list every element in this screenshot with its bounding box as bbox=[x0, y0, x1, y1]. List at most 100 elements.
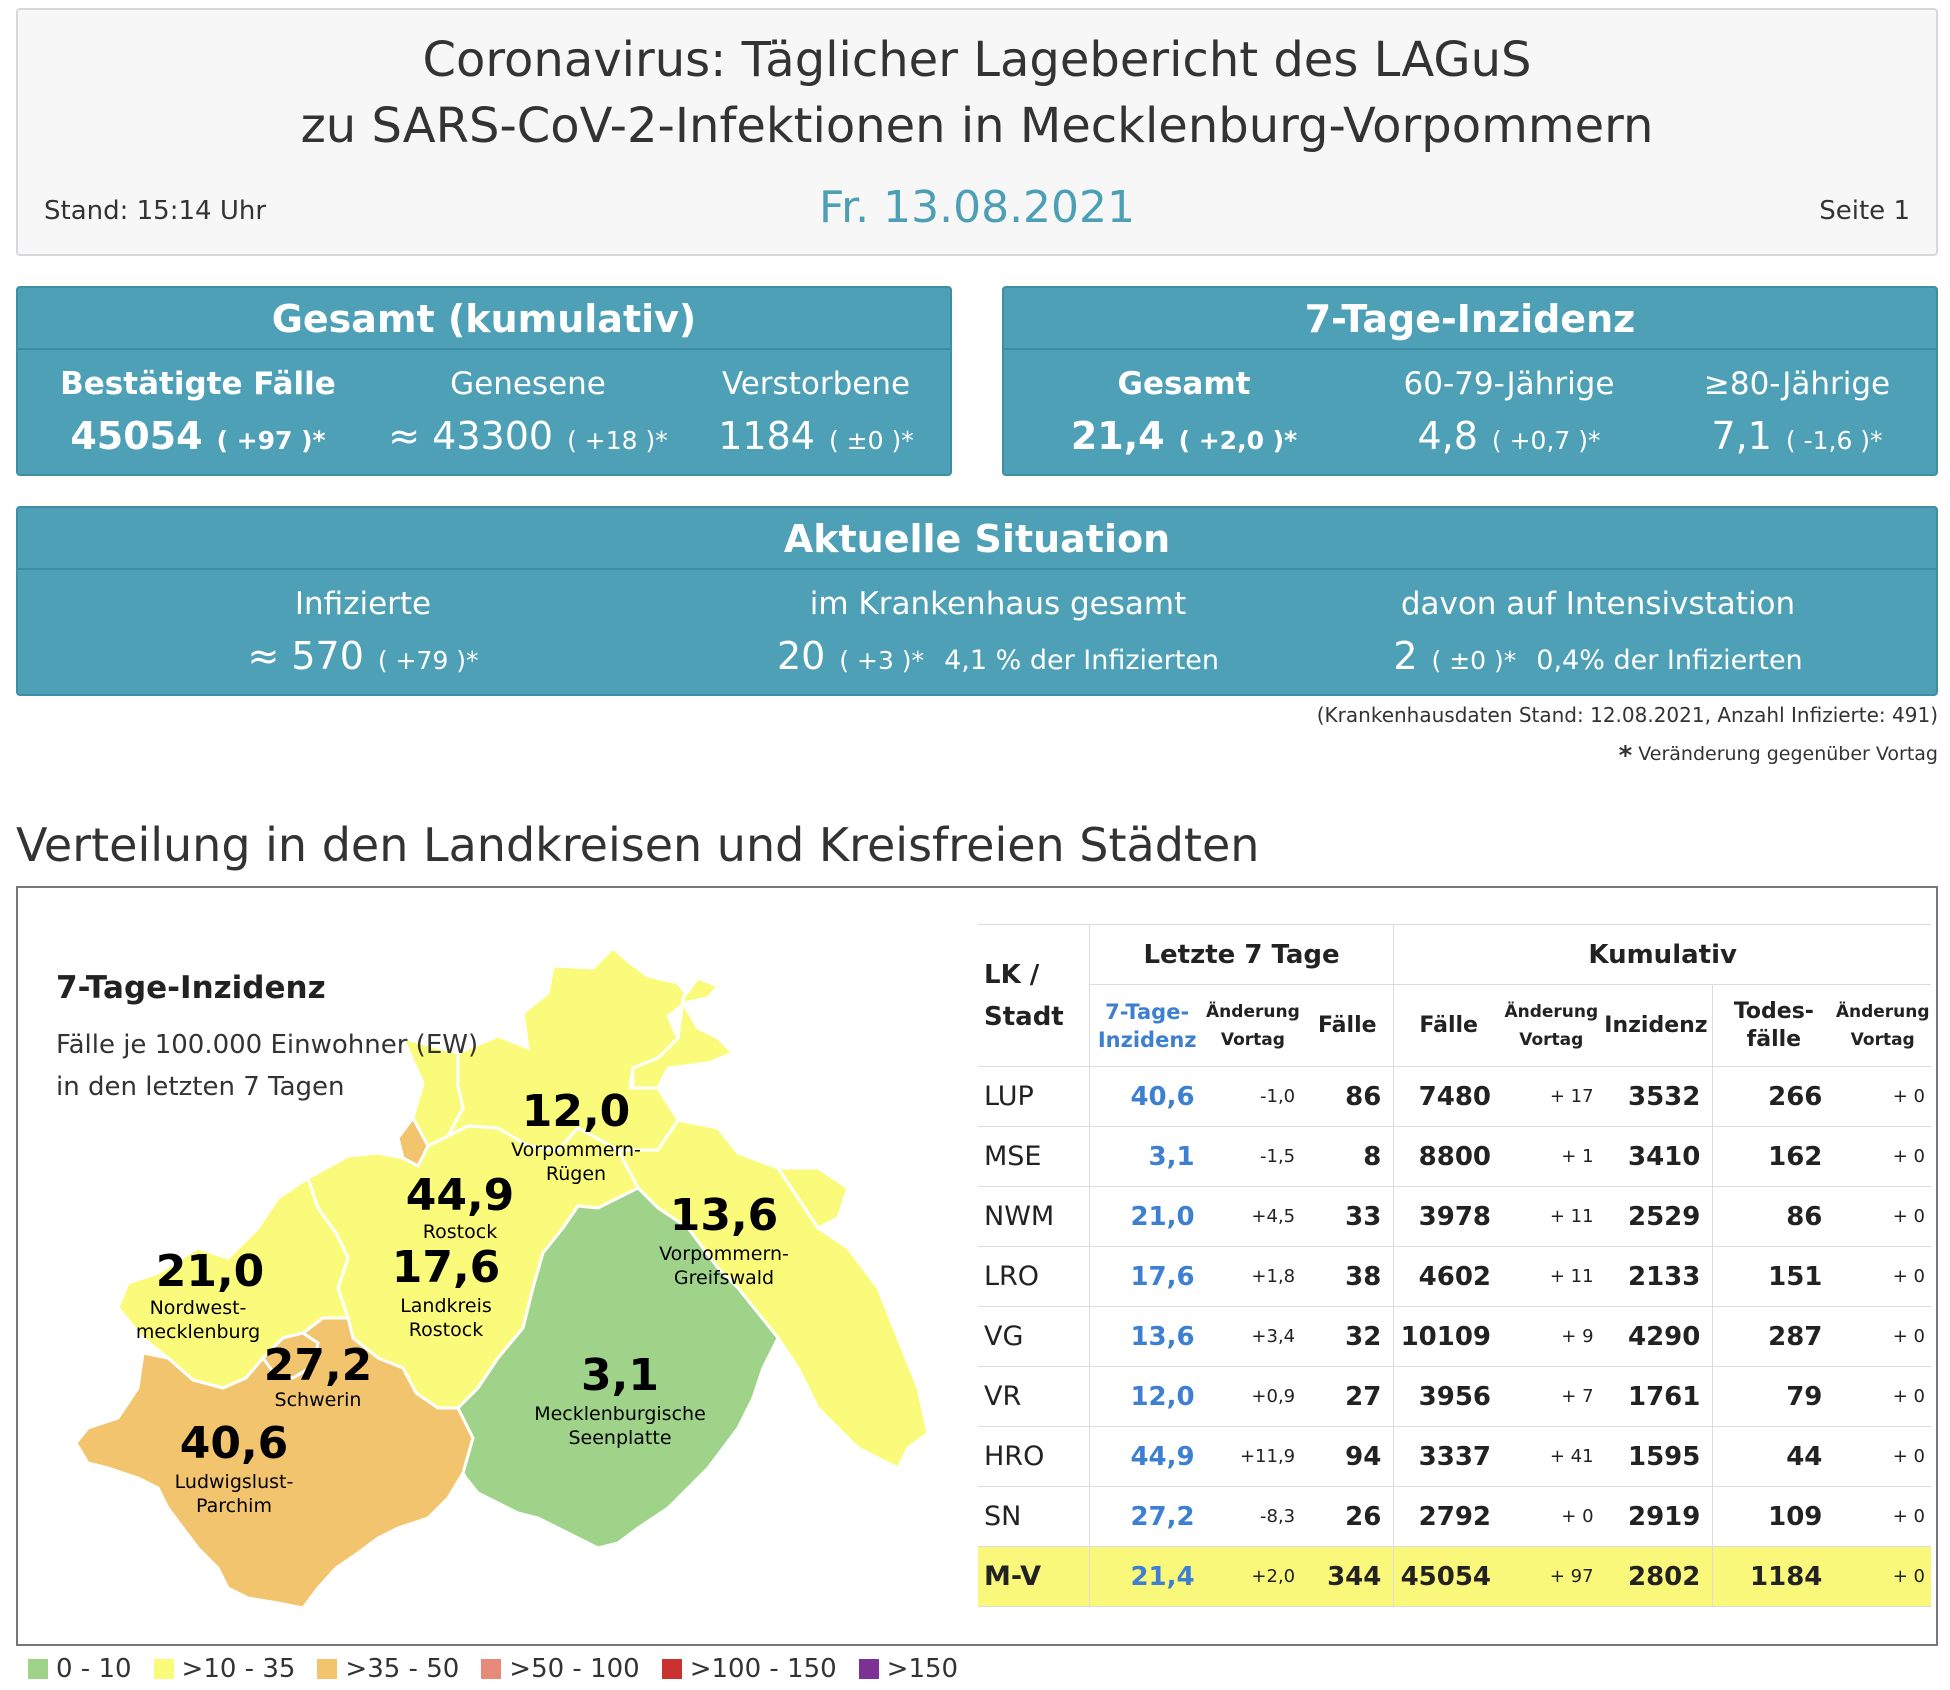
cell-change-7: -8,3 bbox=[1204, 1486, 1302, 1547]
cell-district: MSE bbox=[978, 1126, 1090, 1187]
legend-item: >50 - 100 bbox=[481, 1654, 640, 1684]
legend-item: >150 bbox=[858, 1654, 959, 1684]
report-header: Coronavirus: Täglicher Lagebericht des L… bbox=[16, 8, 1938, 256]
legend-label: >10 - 35 bbox=[181, 1654, 296, 1684]
cell-cases: 8800 bbox=[1393, 1126, 1504, 1187]
cell-district: NWM bbox=[978, 1186, 1090, 1247]
col-aend-cum-line2: Vortag bbox=[1519, 1029, 1584, 1050]
col-aend-tod-line2: Vortag bbox=[1850, 1029, 1915, 1050]
cell-change-deaths: + 0 bbox=[1834, 1186, 1931, 1247]
region-mse-name1: Mecklenburgische bbox=[534, 1403, 706, 1425]
incidence-60-79-label: 60-79-Jährige bbox=[1403, 366, 1615, 402]
recovered-value: ≈ 43300 bbox=[388, 414, 554, 458]
table-row: VG 13,6 +3,4 32 10109 + 9 4290 287 + 0 bbox=[978, 1306, 1931, 1367]
col-faelle-7: Fälle bbox=[1301, 984, 1394, 1067]
cumulative-title: Gesamt (kumulativ) bbox=[18, 288, 950, 350]
hospital-data-footnote: (Krankenhausdaten Stand: 12.08.2021, Anz… bbox=[1316, 703, 1938, 727]
col-inz-line1: 7-Tage- bbox=[1105, 999, 1190, 1024]
cell-cases-7: 33 bbox=[1301, 1186, 1394, 1247]
col-faelle: Fälle bbox=[1393, 984, 1504, 1067]
legend-item: >35 - 50 bbox=[317, 1654, 459, 1684]
incidence-60-79: 60-79-Jährige 4,8 ( +0,7 )* bbox=[1364, 352, 1654, 474]
incidence-total: Gesamt 21,4 ( +2,0 )* bbox=[1004, 352, 1364, 474]
incidence-80plus-value: 7,1 bbox=[1711, 414, 1772, 458]
region-vg-name2: Greifswald bbox=[674, 1267, 774, 1289]
table-row: LRO 17,6 +1,8 38 4602 + 11 2133 151 + 0 bbox=[978, 1246, 1931, 1307]
incidence-60-79-value: 4,8 bbox=[1417, 414, 1478, 458]
region-lro-name1: Landkreis bbox=[400, 1295, 492, 1317]
cell-change-cases: + 97 bbox=[1503, 1546, 1600, 1607]
legend-label: 0 - 10 bbox=[56, 1654, 132, 1684]
cell-cases-7: 8 bbox=[1301, 1126, 1394, 1187]
col-aend-cum-line1: Änderung bbox=[1504, 1001, 1599, 1022]
cell-incidence-7: 40,6 bbox=[1088, 1066, 1205, 1127]
cell-change-7: +4,5 bbox=[1204, 1186, 1302, 1247]
cell-change-deaths: + 0 bbox=[1834, 1126, 1931, 1187]
cell-change-cases: + 1 bbox=[1503, 1126, 1600, 1187]
icu-change: ( ±0 )* bbox=[1431, 646, 1517, 675]
legend-label: >35 - 50 bbox=[345, 1654, 460, 1684]
infected-label: Infizierte bbox=[294, 586, 432, 622]
cell-incidence-7: 21,0 bbox=[1088, 1186, 1205, 1247]
region-nwm-name2: mecklenburg bbox=[136, 1321, 260, 1343]
col-aenderung-7: Änderung Vortag bbox=[1204, 984, 1302, 1067]
icu-label: davon auf Intensivstation bbox=[1400, 586, 1796, 622]
cell-change-7: +11,9 bbox=[1204, 1426, 1302, 1487]
title-line-2: zu SARS-CoV-2-Infektionen in Mecklenburg… bbox=[300, 98, 1654, 154]
cell-cases: 45054 bbox=[1393, 1546, 1504, 1607]
cell-change-7: +3,4 bbox=[1204, 1306, 1302, 1367]
infected-value: ≈ 570 bbox=[247, 634, 364, 678]
region-lup-name2: Parchim bbox=[196, 1495, 272, 1517]
legend-label: >100 - 150 bbox=[689, 1654, 837, 1684]
cell-change-deaths: + 0 bbox=[1834, 1486, 1931, 1547]
region-lup-value: 40,6 bbox=[180, 1418, 289, 1469]
legend-label: >150 bbox=[886, 1654, 959, 1684]
cell-change-cases: + 11 bbox=[1503, 1246, 1600, 1307]
incidence-panel: 7-Tage-Inzidenz Gesamt 21,4 ( +2,0 )* 60-… bbox=[1002, 286, 1938, 476]
mv-district-map: 12,0 Vorpommern- Rügen 44,9 Rostock 13,6… bbox=[74, 945, 930, 1610]
cell-change-cases: + 17 bbox=[1503, 1066, 1600, 1127]
cell-cases-7: 26 bbox=[1301, 1486, 1394, 1547]
legend-swatch bbox=[858, 1659, 879, 1679]
cell-district: M-V bbox=[978, 1546, 1090, 1607]
region-lro-value: 17,6 bbox=[392, 1242, 501, 1293]
legend-swatch bbox=[481, 1659, 502, 1679]
cell-cases: 7480 bbox=[1393, 1066, 1504, 1127]
cell-change-deaths: + 0 bbox=[1834, 1546, 1931, 1607]
legend-item: >10 - 35 bbox=[153, 1654, 296, 1684]
cell-change-7: +0,9 bbox=[1204, 1366, 1302, 1427]
icu: davon auf Intensivstation 2 ( ±0 )* 0,4% d… bbox=[1258, 572, 1938, 694]
col-tod-line1: Todes- bbox=[1733, 998, 1814, 1024]
table-row: HRO 44,9 +11,9 94 3337 + 41 1595 44 + 0 bbox=[978, 1426, 1931, 1487]
incidence-60-79-change: ( +0,7 )* bbox=[1491, 426, 1601, 455]
recovered: Genesene ≈ 43300 ( +18 )* bbox=[378, 352, 678, 474]
map-title: 7-Tage-Inzidenz bbox=[56, 970, 326, 1006]
confirmed-value: 45054 bbox=[70, 414, 203, 458]
cell-cases: 4602 bbox=[1393, 1246, 1504, 1307]
region-sn-value: 27,2 bbox=[264, 1340, 373, 1391]
col-aenderung-tod: Änderung Vortag bbox=[1834, 984, 1931, 1067]
icu-value: 2 bbox=[1393, 634, 1418, 678]
region-ruegen-island bbox=[631, 976, 736, 1090]
legend-item: 0 - 10 bbox=[28, 1654, 132, 1684]
cell-deaths: 151 bbox=[1712, 1246, 1835, 1307]
col-aend-tod-line1: Änderung bbox=[1835, 1001, 1930, 1022]
region-vg-value: 13,6 bbox=[670, 1190, 779, 1241]
icu-note: 0,4% der Infizierten bbox=[1536, 645, 1803, 676]
cell-incidence-7: 21,4 bbox=[1088, 1546, 1205, 1607]
cell-district: LUP bbox=[978, 1066, 1090, 1127]
cell-cases: 2792 bbox=[1393, 1486, 1504, 1547]
section-title: Verteilung in den Landkreisen und Kreisf… bbox=[16, 818, 1260, 872]
cell-incidence: 3410 bbox=[1599, 1126, 1713, 1187]
cell-district: HRO bbox=[978, 1426, 1090, 1487]
col-inzidenz-7: 7-Tage- Inzidenz bbox=[1088, 984, 1205, 1067]
region-nwm-value: 21,0 bbox=[156, 1246, 265, 1297]
situation-title: Aktuelle Situation bbox=[18, 508, 1936, 570]
col-lk-line2: Stadt bbox=[984, 1001, 1064, 1032]
cumulative-panel: Gesamt (kumulativ) Bestätigte Fälle 4505… bbox=[16, 286, 952, 476]
region-usedom bbox=[775, 1166, 850, 1230]
cell-incidence-7: 12,0 bbox=[1088, 1366, 1205, 1427]
cell-change-7: +1,8 bbox=[1204, 1246, 1302, 1307]
group-cumulative: Kumulativ bbox=[1393, 924, 1931, 985]
total-row: M-V 21,4 +2,0 344 45054 + 97 2802 1184 + 0 bbox=[978, 1546, 1931, 1607]
